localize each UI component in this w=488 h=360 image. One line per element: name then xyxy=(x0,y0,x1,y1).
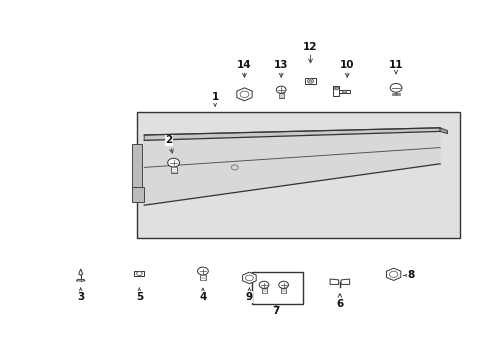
Polygon shape xyxy=(340,279,349,284)
Bar xyxy=(134,271,144,276)
Text: 7: 7 xyxy=(272,305,280,316)
Polygon shape xyxy=(200,275,205,280)
Text: 6: 6 xyxy=(336,294,343,309)
Circle shape xyxy=(167,158,179,167)
Text: 2: 2 xyxy=(165,135,173,153)
Text: 14: 14 xyxy=(237,60,251,77)
Polygon shape xyxy=(170,167,176,173)
Polygon shape xyxy=(242,272,256,284)
Polygon shape xyxy=(278,93,283,98)
Bar xyxy=(251,272,303,304)
Polygon shape xyxy=(261,288,266,293)
Text: 10: 10 xyxy=(339,60,354,77)
Text: 4: 4 xyxy=(199,288,206,302)
Polygon shape xyxy=(144,128,439,140)
Circle shape xyxy=(197,267,208,275)
Text: 9: 9 xyxy=(245,288,252,302)
Circle shape xyxy=(389,271,397,278)
Polygon shape xyxy=(79,269,82,275)
Text: 13: 13 xyxy=(273,60,288,77)
Polygon shape xyxy=(144,131,439,205)
Polygon shape xyxy=(386,268,400,280)
Circle shape xyxy=(278,281,288,288)
Circle shape xyxy=(342,90,346,93)
Text: 3: 3 xyxy=(77,288,84,302)
Circle shape xyxy=(136,271,142,276)
Polygon shape xyxy=(339,90,349,93)
Text: 1: 1 xyxy=(211,92,218,106)
Polygon shape xyxy=(132,144,142,187)
Circle shape xyxy=(259,281,268,288)
Circle shape xyxy=(245,275,253,281)
Circle shape xyxy=(307,79,313,83)
Polygon shape xyxy=(333,86,339,96)
Circle shape xyxy=(389,84,401,92)
Text: 8: 8 xyxy=(403,270,413,280)
Circle shape xyxy=(276,86,285,93)
Polygon shape xyxy=(439,128,447,134)
Polygon shape xyxy=(236,88,252,101)
Text: 12: 12 xyxy=(303,42,317,63)
Polygon shape xyxy=(76,279,85,281)
Text: 5: 5 xyxy=(136,288,142,302)
Circle shape xyxy=(334,87,338,90)
Circle shape xyxy=(308,80,311,82)
Polygon shape xyxy=(329,279,338,284)
Bar xyxy=(305,78,315,84)
Text: 11: 11 xyxy=(388,60,403,74)
Circle shape xyxy=(240,91,248,98)
Polygon shape xyxy=(281,288,285,293)
Polygon shape xyxy=(132,187,144,202)
Bar xyxy=(137,112,459,238)
